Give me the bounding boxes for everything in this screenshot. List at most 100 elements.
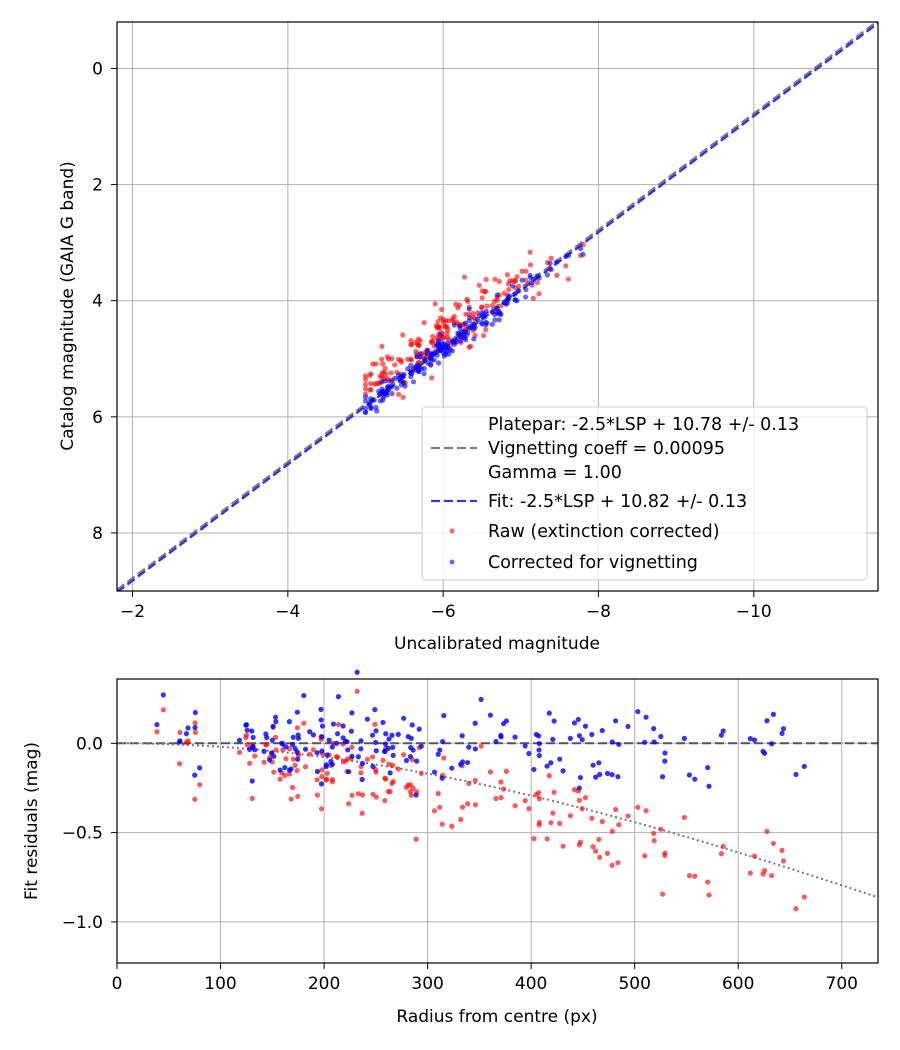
bottom-raw-point — [557, 820, 563, 826]
bottom-raw-point — [449, 823, 455, 829]
bottom-corrected-point — [330, 721, 337, 727]
top-raw-point — [527, 262, 534, 268]
bottom-raw-point — [751, 853, 758, 859]
bottom-raw-point — [579, 806, 585, 812]
bottom-x-ticks: 0 100 200 300 400 500 600 700 — [112, 963, 858, 994]
bottom-corrected-point — [369, 732, 376, 738]
top-raw-point — [523, 268, 529, 274]
bottom-raw-point — [635, 804, 641, 810]
bottom-raw-point — [319, 767, 325, 773]
bottom-vignetting-curve — [117, 742, 878, 899]
top-raw-point — [362, 373, 369, 379]
bottom-corrected-point — [273, 719, 279, 725]
top-raw-point — [467, 343, 474, 349]
bottom-raw-point — [295, 793, 301, 800]
top-corrected-point — [415, 363, 422, 370]
top-corrected-point — [438, 346, 444, 352]
bottom-corrected-point — [643, 714, 649, 720]
bottom-corrected-point — [459, 733, 465, 739]
bottom-raw-point — [493, 795, 499, 802]
bottom-corrected-point — [449, 765, 455, 771]
bottom-x-tick-label: 400 — [515, 974, 547, 994]
bottom-corrected-point — [346, 769, 352, 775]
bottom-raw-point — [625, 813, 631, 819]
bottom-corrected-point — [192, 772, 198, 778]
top-corrected-point — [437, 332, 444, 338]
bottom-corrected-point — [358, 746, 364, 752]
bottom-corrected-point — [642, 739, 648, 745]
bottom-x-axis-label: Radius from centre (px) — [396, 1007, 597, 1027]
bottom-corrected-point — [575, 716, 581, 723]
bottom-corrected-point — [318, 781, 325, 787]
bottom-raw-point — [340, 759, 346, 765]
bottom-raw-point — [536, 822, 542, 828]
top-raw-point — [400, 332, 406, 338]
top-corrected-point — [465, 329, 471, 335]
bottom-corrected-point — [589, 731, 595, 738]
bottom-raw-point — [706, 892, 712, 898]
top-corrected-point — [456, 333, 463, 339]
bottom-raw-point — [277, 776, 283, 782]
bottom-corrected-point — [431, 769, 438, 775]
top-corrected-point — [388, 378, 394, 384]
bottom-corrected-point — [551, 718, 557, 724]
bottom-corrected-point — [329, 744, 335, 750]
bottom-raw-point — [441, 755, 447, 761]
top-corrected-point — [479, 321, 485, 327]
bottom-corrected-point — [437, 747, 443, 753]
top-raw-point — [479, 304, 485, 310]
bottom-raw-point — [369, 754, 376, 760]
bottom-raw-point — [177, 729, 183, 735]
bottom-corrected-point — [372, 739, 379, 746]
bottom-corrected-point — [770, 711, 777, 717]
bottom-corrected-point — [705, 765, 711, 771]
top-raw-point — [506, 287, 512, 293]
bottom-x-tick-label: 700 — [826, 974, 858, 994]
bottom-raw-point — [192, 796, 198, 802]
bottom-corrected-point — [686, 772, 692, 778]
top-corrected-point — [523, 286, 529, 293]
bottom-plot-frame — [116, 678, 879, 964]
bottom-raw-point — [643, 808, 649, 814]
top-corrected-point — [466, 306, 472, 312]
bottom-raw-point — [770, 840, 777, 847]
top-corrected-point — [432, 349, 438, 355]
bottom-y-tick-label: −0.5 — [62, 824, 103, 844]
bottom-corrected-point — [526, 750, 532, 757]
top-corrected-point — [427, 355, 433, 361]
bottom-corrected-point — [390, 752, 396, 758]
bottom-corrected-point — [236, 737, 243, 743]
top-plot-frame — [116, 21, 879, 592]
top-corrected-points — [362, 245, 586, 416]
bottom-raw-point — [604, 850, 611, 856]
top-corrected-point — [466, 318, 472, 324]
bottom-corrected-point — [472, 720, 478, 726]
top-corrected-point — [436, 360, 442, 366]
bottom-corrected-point — [177, 738, 183, 744]
top-corrected-point — [527, 272, 533, 278]
bottom-raw-point — [318, 806, 325, 812]
legend-corrected-marker — [449, 559, 455, 565]
bottom-raw-point — [571, 787, 578, 793]
bottom-corrected-point — [651, 739, 657, 745]
bottom-raw-point — [760, 871, 766, 877]
bottom-x-tick-label: 0 — [112, 974, 123, 994]
bottom-raw-point — [236, 749, 243, 755]
top-y-tick-label: 6 — [92, 408, 103, 428]
bottom-corrected-point — [154, 721, 160, 728]
bottom-plot-background — [117, 679, 878, 963]
top-raw-point — [465, 298, 471, 304]
bottom-corrected-point — [615, 774, 621, 780]
top-corrected-point — [377, 398, 384, 404]
bottom-raw-point — [599, 818, 605, 825]
bottom-raw-point — [403, 784, 410, 790]
bottom-raw-point — [160, 707, 166, 713]
bottom-corrected-point — [302, 746, 309, 752]
bottom-corrected-point — [604, 770, 611, 777]
top-corrected-point — [577, 245, 584, 252]
top-raw-point — [501, 290, 507, 296]
top-raw-point — [492, 276, 498, 282]
bottom-corrected-point — [289, 742, 296, 748]
top-raw-point — [483, 276, 489, 283]
top-raw-point — [362, 381, 369, 388]
